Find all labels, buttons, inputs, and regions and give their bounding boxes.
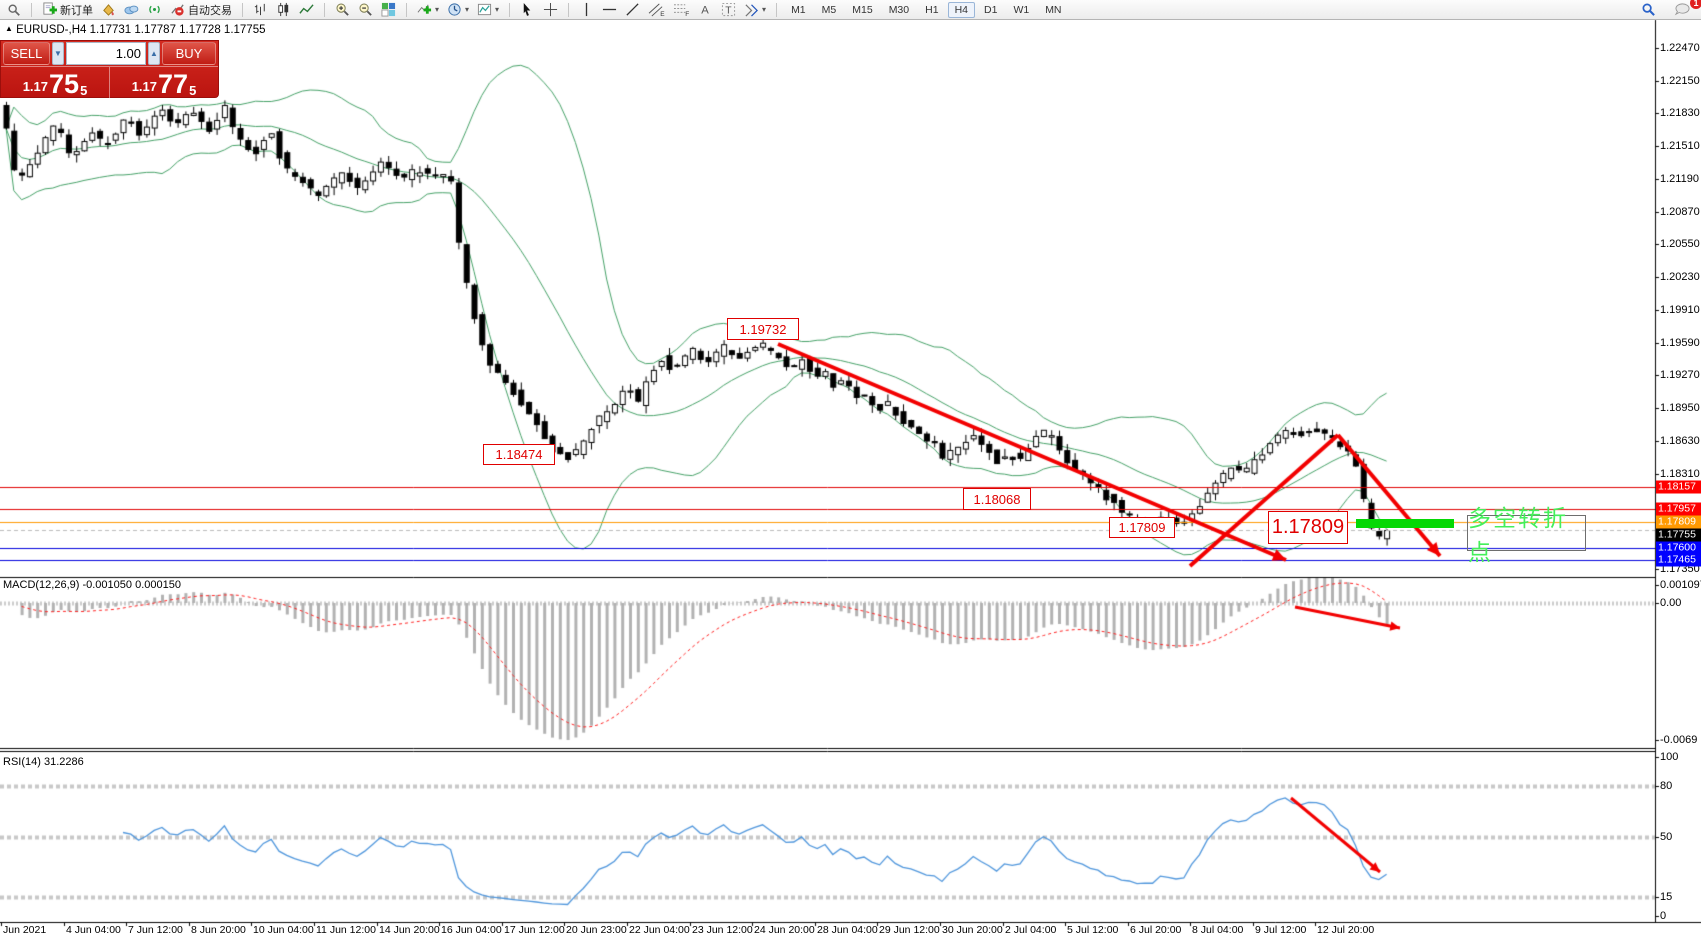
- timeframe-group: M1 M5 M15 M30 H1 H4 D1 W1 MN: [780, 0, 1072, 19]
- buy-price-sup: 5: [189, 83, 197, 98]
- volume-decrease-stepper[interactable]: ▼: [52, 42, 64, 65]
- sell-price-quote[interactable]: 1.17 75 5: [1, 67, 110, 99]
- crosshair-tool-button[interactable]: [539, 1, 562, 18]
- zoom-out-button[interactable]: [354, 1, 377, 18]
- periods-menu-button[interactable]: ▾: [443, 1, 473, 18]
- styles-bucket-icon[interactable]: [97, 1, 120, 18]
- signal-icon[interactable]: [143, 1, 166, 18]
- toolbar-separator: [509, 2, 511, 17]
- buy-price-quote[interactable]: 1.17 77 5: [110, 67, 218, 99]
- text-tool-button[interactable]: A: [694, 1, 717, 18]
- zoom-in-button[interactable]: [331, 1, 354, 18]
- symbol-name: EURUSD-,H4: [16, 24, 87, 36]
- rsi-indicator-label: RSI(14) 31.2286: [3, 756, 84, 768]
- new-order-label: 新订单: [60, 4, 93, 17]
- candlestick-mode-button[interactable]: [272, 1, 295, 18]
- tile-windows-button[interactable]: [377, 1, 400, 18]
- volume-increase-stepper[interactable]: ▲: [148, 42, 160, 65]
- volume-input[interactable]: [66, 42, 146, 65]
- svg-text:T: T: [725, 5, 732, 16]
- macd-indicator-label: MACD(12,26,9) -0.001050 0.000150: [3, 579, 181, 591]
- green-bar-annotation[interactable]: [1356, 519, 1454, 528]
- timeframe-button-h4[interactable]: H4: [947, 1, 975, 18]
- indicators-menu-button[interactable]: ▾: [413, 1, 443, 18]
- equidistant-channel-tool-button[interactable]: E: [644, 1, 669, 18]
- autotrade-label: 自动交易: [188, 4, 232, 17]
- timeframe-button-m5[interactable]: M5: [821, 3, 837, 16]
- toolbar-separator: [31, 2, 32, 17]
- toolbar-separator: [776, 2, 778, 17]
- timeframe-button-mn[interactable]: MN: [1045, 3, 1062, 16]
- fibonacci-tool-button[interactable]: F: [669, 1, 694, 18]
- svg-text:F: F: [685, 11, 689, 17]
- chevron-down-icon: ▾: [465, 4, 470, 14]
- search-market-icon[interactable]: [1637, 1, 1660, 18]
- trendline-tool-button[interactable]: [621, 1, 644, 18]
- new-order-button[interactable]: 新订单: [38, 1, 97, 18]
- notification-badge: 1: [1690, 0, 1701, 9]
- svg-text:E: E: [660, 11, 665, 17]
- main-toolbar: 新订单 自动交易: [0, 0, 1701, 20]
- line-chart-mode-button[interactable]: [295, 1, 318, 18]
- horizontal-line-tool-button[interactable]: [598, 1, 621, 18]
- cn-note-annotation[interactable]: 多空转折点: [1467, 505, 1586, 565]
- timeframe-button-w1[interactable]: W1: [1013, 3, 1030, 16]
- cursor-tool-button[interactable]: [516, 1, 539, 18]
- collapse-panel-icon[interactable]: ▲: [5, 24, 13, 33]
- timeframe-button-m30[interactable]: M30: [888, 3, 910, 16]
- toolbar-separator: [406, 2, 407, 17]
- chevron-down-icon: ▾: [762, 4, 767, 14]
- toolbar-separator: [568, 2, 570, 17]
- timeframe-button-d1[interactable]: D1: [984, 3, 998, 16]
- toolbar-separator: [242, 2, 243, 17]
- timeframe-button-m15[interactable]: M15: [852, 3, 873, 16]
- sell-price-big: 75: [49, 69, 80, 99]
- community-cloud-icon[interactable]: [120, 1, 143, 18]
- buy-price-small: 1.17: [131, 79, 158, 94]
- svg-text:A: A: [701, 5, 709, 17]
- symbol-ohlc: 1.17731 1.17787 1.17728 1.17755: [89, 24, 266, 36]
- templates-menu-button[interactable]: ▾: [473, 1, 503, 18]
- autotrade-button[interactable]: 自动交易: [166, 1, 236, 18]
- sell-price-sup: 5: [80, 83, 88, 98]
- bar-chart-mode-button[interactable]: [249, 1, 272, 18]
- vertical-line-tool-button[interactable]: [575, 1, 598, 18]
- toolbar-separator: [324, 2, 325, 17]
- timeframe-button-h1[interactable]: H1: [925, 3, 939, 16]
- chevron-down-icon: ▾: [435, 4, 440, 14]
- sell-price-small: 1.17: [22, 79, 49, 94]
- buy-price-big: 77: [158, 69, 189, 99]
- buy-button[interactable]: BUY: [162, 42, 216, 65]
- chart-symbol-title: ▲ EURUSD-,H4 1.17731 1.17787 1.17728 1.1…: [5, 24, 266, 36]
- chevron-down-icon: ▾: [495, 4, 500, 14]
- timeframe-button-m1[interactable]: M1: [791, 3, 806, 16]
- sell-button[interactable]: SELL: [3, 42, 50, 65]
- shapes-menu-button[interactable]: ▾: [740, 1, 770, 18]
- text-label-tool-button[interactable]: T: [717, 1, 740, 18]
- notifications-chat-button[interactable]: 1: [1670, 0, 1701, 18]
- search-icon[interactable]: [3, 1, 25, 18]
